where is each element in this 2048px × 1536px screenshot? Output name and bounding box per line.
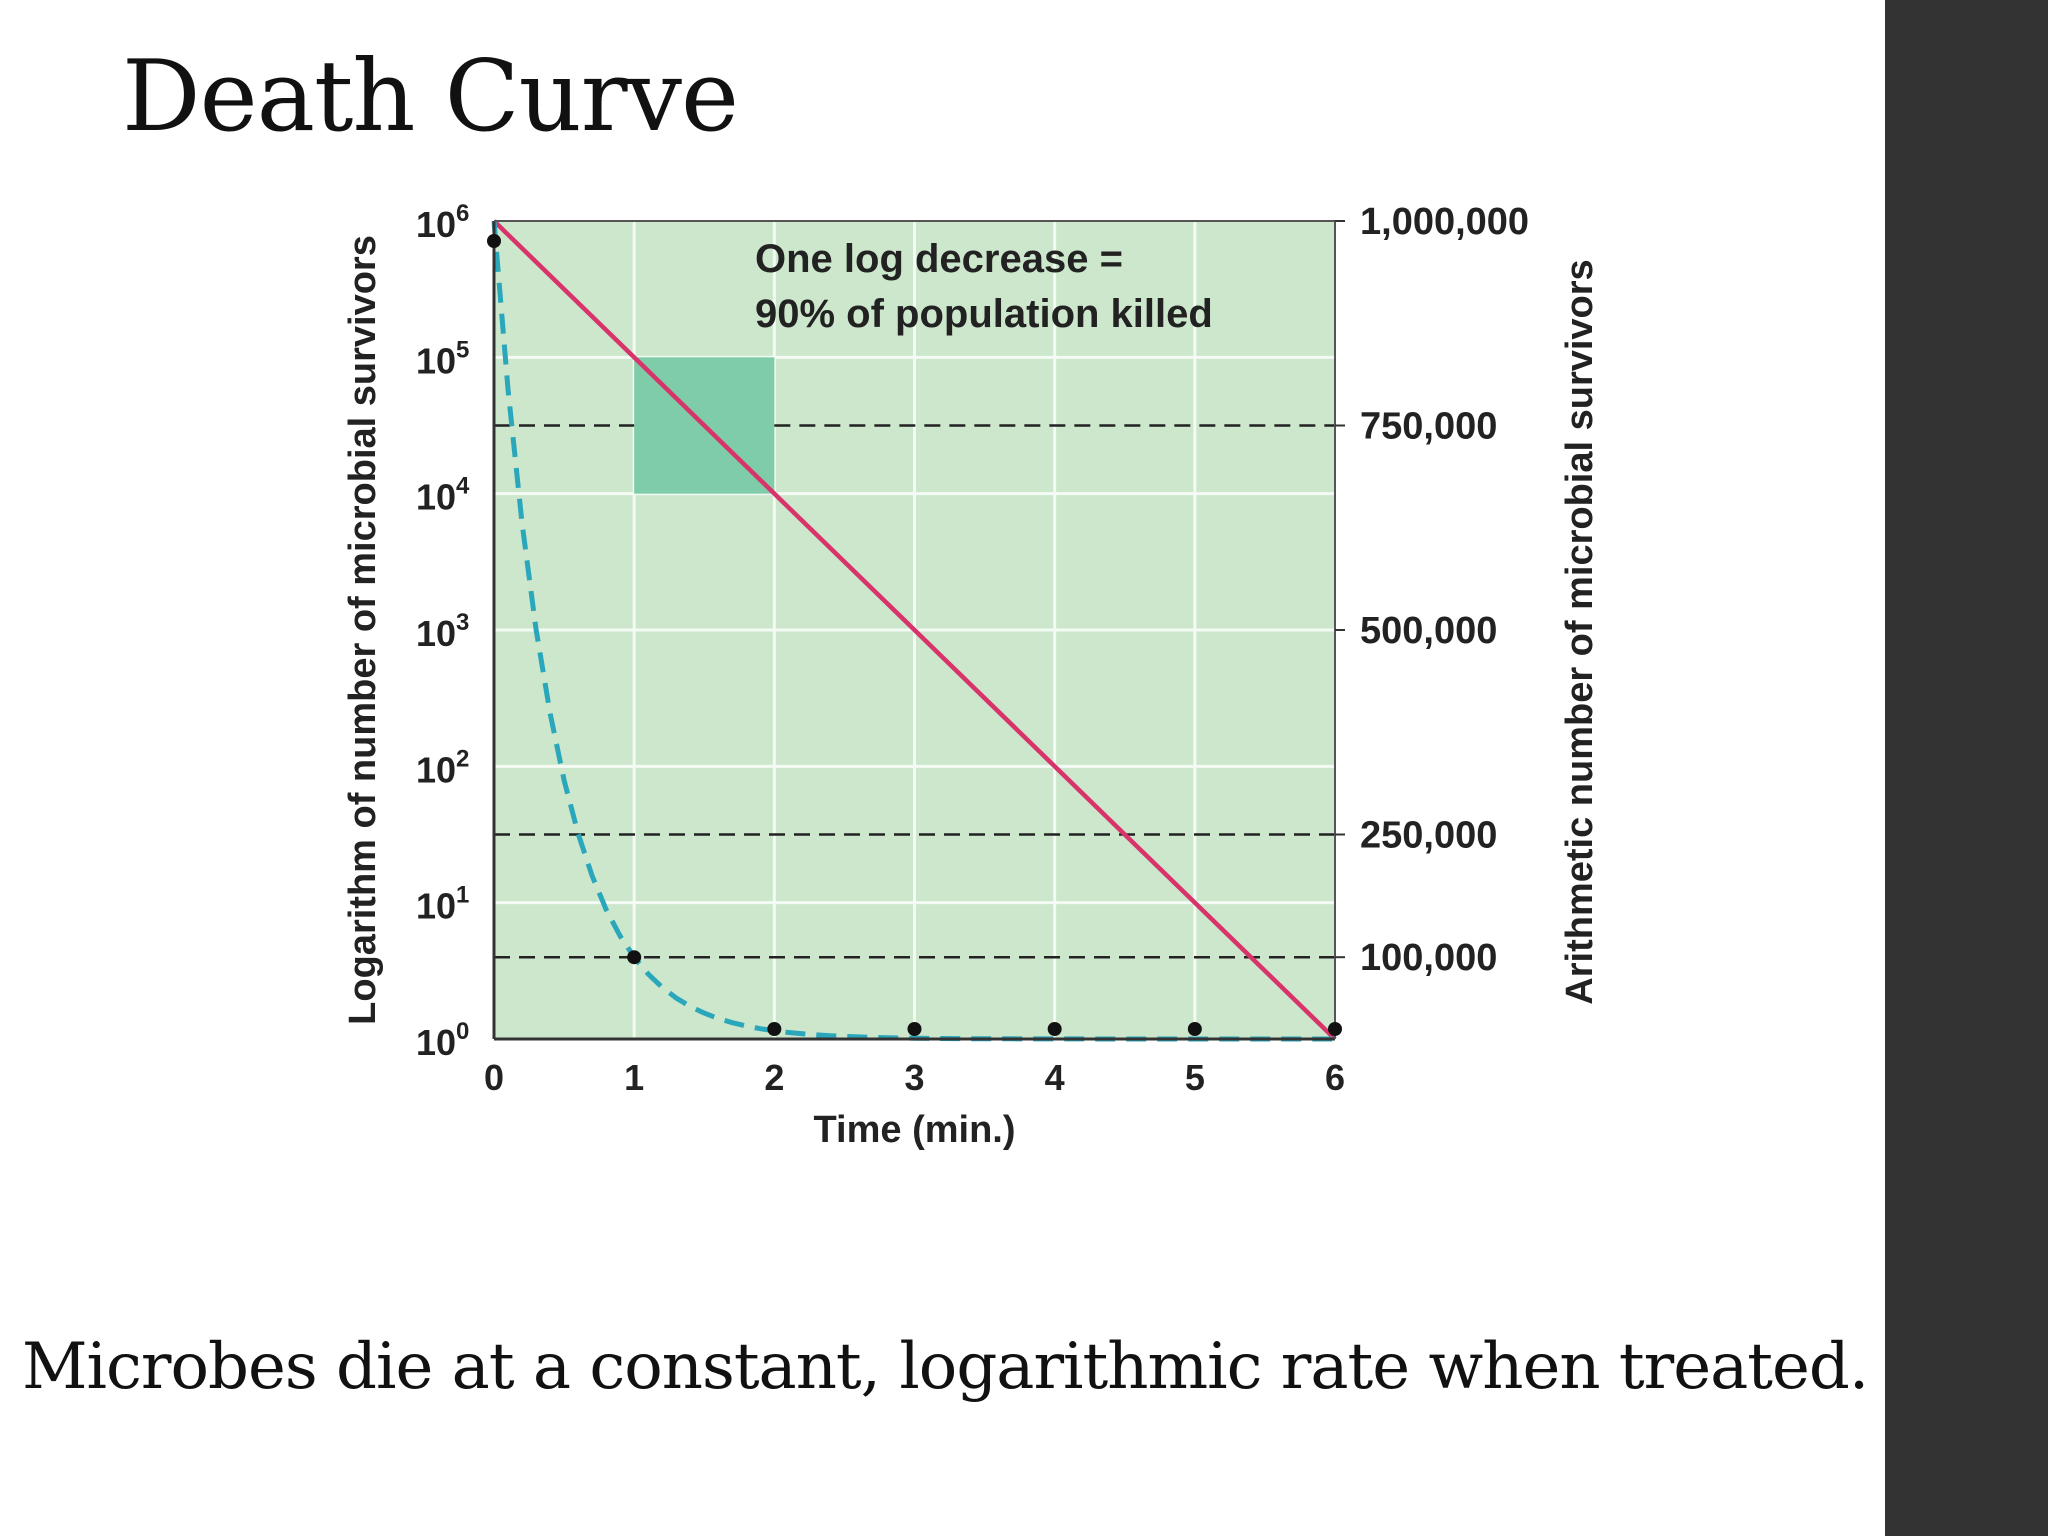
y-right-tick-label: 100,000 (1360, 937, 1497, 979)
y-right-axis-label: Arithmetic number of microbial survivors (1559, 259, 1601, 1004)
y-left-tick-label: 104 (416, 473, 470, 518)
slide-sidebar-panel (1885, 0, 2048, 1536)
data-point (1047, 1022, 1062, 1036)
y-right-tick-label: 500,000 (1360, 610, 1497, 652)
data-point (1187, 1022, 1202, 1036)
data-point (907, 1022, 922, 1036)
x-tick-label: 3 (904, 1057, 924, 1098)
data-point (627, 950, 642, 965)
data-point (487, 234, 501, 248)
y-left-tick-label: 101 (416, 882, 469, 927)
x-tick-label: 5 (1185, 1057, 1205, 1098)
y-right-tick-label: 1,000,000 (1360, 201, 1529, 243)
y-left-tick-label: 102 (416, 745, 469, 790)
one-log-annotation-line: One log decrease = (755, 237, 1123, 281)
logarithmic-survivor-line (492, 219, 1337, 1041)
x-axis-label: Time (min.) (814, 1109, 1016, 1151)
x-tick-label: 4 (1045, 1057, 1065, 1098)
death-curve-chart: 0 1 2 3 4 5 6 100 101 102 103 104 105 106 1,000,000 750… (342, 200, 1601, 1151)
y-left-tick-label: 105 (416, 336, 469, 381)
slide-title: Death Curve (122, 40, 739, 154)
y-left-tick-label: 103 (416, 609, 469, 654)
x-tick-label: 1 (624, 1057, 644, 1098)
y-right-tick-label: 750,000 (1360, 406, 1497, 448)
y-left-tick-label: 100 (416, 1018, 469, 1063)
data-point (767, 1022, 782, 1036)
slide-caption: Microbes die at a constant, logarithmic … (22, 1330, 1869, 1404)
one-log-annotation-line: 90% of population killed (755, 292, 1213, 336)
x-tick-label: 0 (484, 1057, 504, 1098)
y-left-axis-label: Logarithm of number of microbial survivo… (342, 235, 384, 1025)
data-point (1328, 1022, 1342, 1036)
y-left-tick-label: 106 (416, 200, 469, 245)
slide: Death Curve 0 1 2 3 4 5 6 100 101 102 103 104 105 106… (22, 40, 1870, 1404)
x-tick-label: 2 (764, 1057, 784, 1098)
y-right-tick-label: 250,000 (1360, 815, 1497, 857)
x-tick-label: 6 (1325, 1057, 1345, 1098)
